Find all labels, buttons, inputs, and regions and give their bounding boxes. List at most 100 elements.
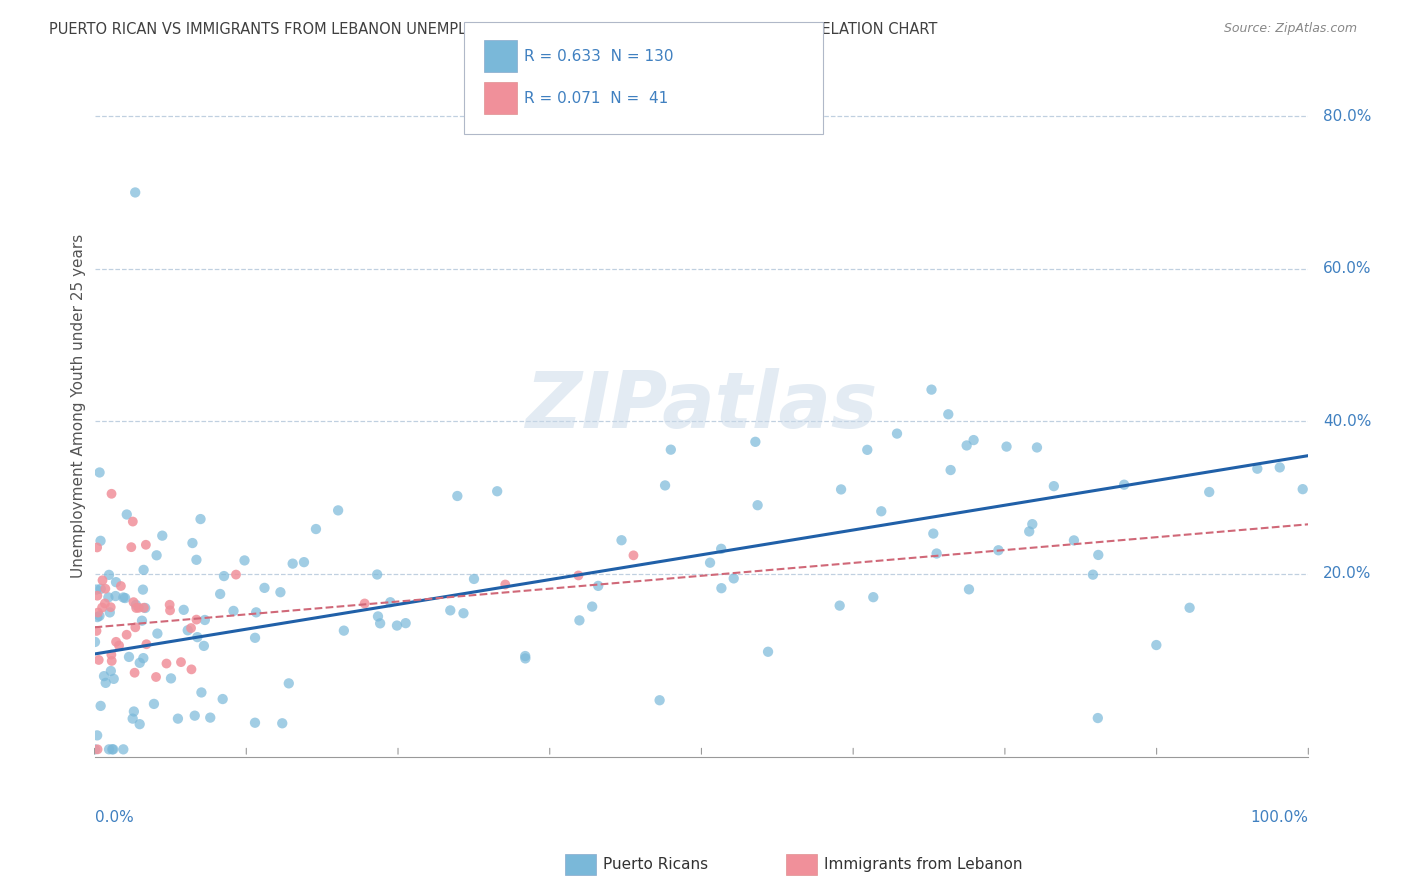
Point [104, 589, 127, 603]
Text: 80.0%: 80.0% [1323, 109, 1371, 124]
Point [128, 717, 150, 731]
Point [131, 614, 153, 628]
Point [159, 598, 181, 612]
Point [200, 711, 222, 725]
Point [89, 466, 111, 480]
Point [453, 606, 475, 620]
Point [90, 698, 112, 713]
Text: Immigrants from Lebanon: Immigrants from Lebanon [824, 857, 1022, 871]
Point [170, 655, 193, 669]
Text: 0.0%: 0.0% [94, 810, 134, 824]
Point [385, 618, 408, 632]
Point [922, 526, 945, 541]
Point [243, 715, 266, 730]
Point [395, 616, 418, 631]
Point [723, 571, 745, 585]
Point [1081, 567, 1104, 582]
Point [86, 742, 108, 756]
Point [253, 581, 276, 595]
Point [100, 648, 122, 662]
Point [94, 582, 117, 596]
Point [121, 712, 143, 726]
Point [105, 635, 128, 649]
Point [145, 670, 167, 684]
Point [124, 665, 146, 680]
Point [225, 567, 247, 582]
Point [98, 742, 121, 756]
Point [112, 742, 135, 756]
Point [1063, 533, 1085, 548]
Point [114, 591, 136, 605]
Point [108, 639, 131, 653]
Point [925, 547, 948, 561]
Point [269, 585, 291, 599]
Point [94, 676, 117, 690]
Point [155, 657, 177, 671]
Point [1043, 479, 1066, 493]
Point [209, 587, 232, 601]
Point [1018, 524, 1040, 539]
Point [271, 716, 294, 731]
Point [86, 610, 108, 624]
Point [936, 407, 959, 421]
Text: 20.0%: 20.0% [1323, 566, 1371, 582]
Point [747, 498, 769, 512]
Point [159, 603, 181, 617]
Point [100, 487, 122, 501]
Y-axis label: Unemployment Among Youth under 25 years: Unemployment Among Youth under 25 years [72, 234, 86, 578]
Point [124, 186, 146, 200]
Point [122, 705, 145, 719]
Point [886, 426, 908, 441]
Point [105, 575, 128, 590]
Point [100, 664, 122, 678]
Point [142, 697, 165, 711]
Text: Puerto Ricans: Puerto Ricans [603, 857, 709, 871]
Point [586, 579, 609, 593]
Point [326, 503, 349, 517]
Point [1268, 460, 1291, 475]
Point [292, 555, 315, 569]
Point [494, 577, 516, 591]
Point [86, 541, 108, 555]
Point [1114, 477, 1136, 491]
Point [186, 630, 208, 644]
Point [98, 567, 121, 582]
Point [699, 556, 721, 570]
Point [1144, 638, 1167, 652]
Point [181, 536, 204, 550]
Point [1021, 517, 1043, 532]
Point [233, 553, 256, 567]
Point [125, 598, 148, 612]
Text: PUERTO RICAN VS IMMIGRANTS FROM LEBANON UNEMPLOYMENT AMONG YOUTH UNDER 25 YEARS : PUERTO RICAN VS IMMIGRANTS FROM LEBANON … [49, 22, 938, 37]
Point [368, 616, 391, 631]
Point [118, 649, 141, 664]
Point [623, 549, 645, 563]
Point [962, 433, 984, 447]
Point [744, 434, 766, 449]
Point [659, 442, 682, 457]
Point [132, 600, 155, 615]
Point [211, 692, 233, 706]
Point [277, 676, 299, 690]
Text: ZIPatlas: ZIPatlas [526, 368, 877, 444]
Point [124, 620, 146, 634]
Text: Source: ZipAtlas.com: Source: ZipAtlas.com [1223, 22, 1357, 36]
Point [180, 662, 202, 676]
Point [93, 669, 115, 683]
Point [870, 504, 893, 518]
Point [128, 656, 150, 670]
Point [132, 651, 155, 665]
Point [486, 484, 509, 499]
Point [281, 557, 304, 571]
Point [194, 613, 217, 627]
Text: R = 0.633  N = 130: R = 0.633 N = 130 [524, 49, 673, 63]
Point [212, 569, 235, 583]
Point [305, 522, 328, 536]
Point [98, 606, 121, 620]
Point [995, 440, 1018, 454]
Point [84, 742, 107, 756]
Point [648, 693, 671, 707]
Point [112, 591, 135, 605]
Point [710, 541, 733, 556]
Point [128, 600, 150, 615]
